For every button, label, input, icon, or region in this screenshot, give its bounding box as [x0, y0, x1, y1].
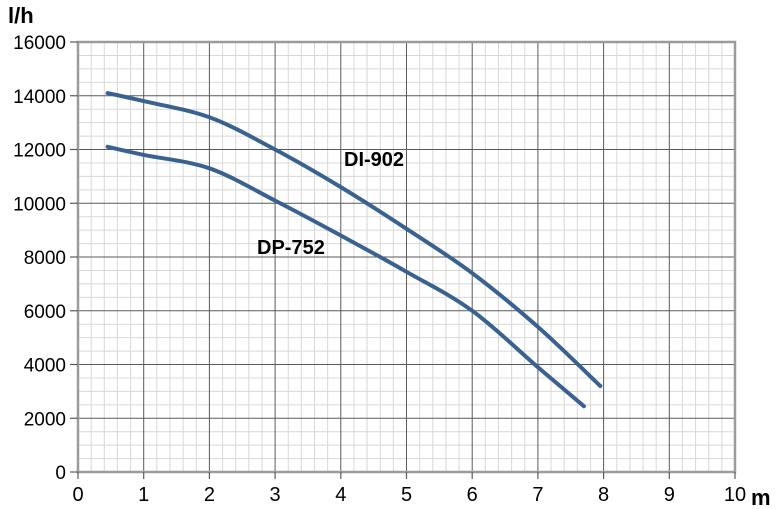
y-tick-label: 0 — [55, 463, 66, 484]
series-label-di-902: DI-902 — [344, 149, 405, 171]
x-tick-label: 4 — [335, 484, 346, 506]
x-axis-unit-label: m — [751, 485, 771, 509]
x-tick-label: 0 — [72, 484, 83, 506]
x-tick-label: 7 — [532, 484, 543, 506]
x-tick-label: 6 — [467, 484, 478, 506]
y-tick-label: 8000 — [24, 248, 66, 269]
y-tick-label: 16000 — [13, 33, 66, 54]
curve-di-902 — [105, 91, 603, 388]
y-tick-label: 2000 — [24, 409, 66, 430]
x-tick-label: 1 — [138, 484, 149, 506]
x-tick-label: 5 — [401, 484, 412, 506]
y-tick-label: 14000 — [13, 87, 66, 108]
x-tick-label: 2 — [204, 484, 215, 506]
curve-dp-752 — [105, 144, 586, 409]
x-tick-label: 9 — [664, 484, 675, 506]
x-tick-label: 10 — [724, 484, 746, 506]
y-tick-label: 12000 — [13, 141, 66, 162]
y-tick-label: 10000 — [13, 194, 66, 215]
series-label-dp-752: DP-752 — [257, 237, 325, 259]
y-axis-unit-label: l/h — [8, 3, 34, 28]
y-tick-label: 4000 — [24, 356, 66, 377]
y-tick-label: 6000 — [24, 302, 66, 323]
x-tick-label: 3 — [270, 484, 281, 506]
x-tick-label: 8 — [598, 484, 609, 506]
